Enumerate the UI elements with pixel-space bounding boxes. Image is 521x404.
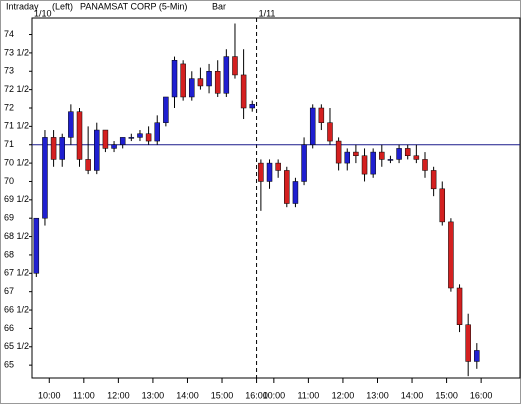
y-tick-label: 65 bbox=[4, 360, 14, 370]
candle-body bbox=[85, 159, 91, 171]
header-mode: Intraday bbox=[6, 1, 39, 11]
day-label: 1/10 bbox=[34, 8, 52, 18]
x-tick-label: 16:00 bbox=[245, 390, 268, 400]
x-tick-label: 12:00 bbox=[332, 390, 355, 400]
candle-body bbox=[33, 217, 40, 274]
candle-body bbox=[327, 122, 333, 142]
candle-body bbox=[171, 59, 178, 98]
y-tick-label: 68 1/2 bbox=[4, 231, 29, 241]
candle-body bbox=[335, 140, 342, 164]
candle-body bbox=[465, 324, 471, 362]
y-tick-label: 73 1/2 bbox=[4, 47, 29, 57]
y-tick-label: 70 bbox=[4, 176, 14, 186]
y-tick-label: 69 bbox=[4, 213, 14, 223]
x-tick-label: 10:00 bbox=[38, 390, 61, 400]
candle-body bbox=[361, 155, 368, 175]
candle-body bbox=[456, 287, 463, 325]
candle-body bbox=[94, 129, 100, 171]
candle-body bbox=[145, 133, 152, 142]
candle-body bbox=[240, 74, 247, 109]
candle-body bbox=[128, 137, 135, 139]
y-tick-label: 67 1/2 bbox=[4, 268, 29, 278]
candle-body bbox=[68, 111, 74, 138]
candle-body bbox=[422, 159, 428, 171]
candle-body bbox=[396, 148, 402, 160]
candle-body bbox=[413, 155, 420, 160]
y-tick-label: 70 1/2 bbox=[4, 157, 29, 167]
y-tick-label: 65 1/2 bbox=[4, 341, 29, 351]
candle-body bbox=[387, 159, 394, 161]
candle-body bbox=[318, 107, 325, 123]
candle-body bbox=[232, 56, 238, 76]
candle-body bbox=[309, 107, 316, 145]
candle-body bbox=[102, 129, 109, 149]
candle-body bbox=[206, 71, 212, 87]
header-side: (Left) bbox=[52, 1, 73, 11]
candle-body bbox=[275, 162, 281, 171]
candle-body bbox=[258, 162, 264, 182]
x-tick-label: 14:00 bbox=[401, 390, 424, 400]
header-style: Bar bbox=[212, 1, 226, 11]
x-tick-label: 15:00 bbox=[435, 390, 458, 400]
plot-area bbox=[31, 17, 521, 379]
candle-body bbox=[76, 111, 83, 160]
y-tick-label: 73 bbox=[4, 66, 14, 76]
candle-body bbox=[154, 122, 160, 142]
candle-body bbox=[430, 170, 437, 190]
x-tick-label: 10:00 bbox=[263, 390, 286, 400]
x-tick-label: 12:00 bbox=[107, 390, 130, 400]
candle-body bbox=[42, 137, 48, 219]
x-tick-label: 11:00 bbox=[73, 390, 95, 400]
candle-body bbox=[292, 181, 299, 204]
candle-body bbox=[379, 151, 385, 160]
x-tick-label: 13:00 bbox=[366, 390, 389, 400]
candle-body bbox=[448, 221, 454, 289]
candle-body bbox=[370, 151, 376, 175]
y-tick-label: 71 bbox=[4, 139, 14, 149]
candle-body bbox=[474, 350, 480, 362]
candle-body bbox=[214, 71, 221, 94]
candle-body bbox=[353, 151, 359, 157]
chart-title: PANAMSAT CORP (5-Min) bbox=[80, 1, 187, 11]
y-tick-label: 66 bbox=[4, 323, 14, 333]
candle-body bbox=[59, 137, 65, 160]
candle-body bbox=[50, 137, 57, 160]
candle-body bbox=[197, 78, 204, 87]
candle-body bbox=[404, 148, 411, 157]
candle-body bbox=[249, 104, 255, 109]
candle-body bbox=[344, 151, 351, 164]
day-label: 1/11 bbox=[259, 8, 276, 18]
candle-body bbox=[189, 78, 195, 98]
candle-body bbox=[284, 170, 290, 204]
candle-body bbox=[301, 144, 307, 182]
y-tick-label: 71 1/2 bbox=[4, 121, 29, 131]
x-tick-label: 15:00 bbox=[211, 390, 234, 400]
x-tick-label: 14:00 bbox=[176, 390, 199, 400]
y-tick-label: 66 1/2 bbox=[4, 304, 29, 314]
y-tick-label: 67 bbox=[4, 286, 14, 296]
y-tick-label: 72 bbox=[4, 102, 14, 112]
x-tick-label: 11:00 bbox=[297, 390, 319, 400]
candle-body bbox=[137, 133, 143, 138]
candle-body bbox=[163, 96, 169, 123]
y-tick-label: 69 1/2 bbox=[4, 194, 29, 204]
candle-body bbox=[111, 144, 117, 149]
candle-body bbox=[266, 162, 273, 182]
y-tick-label: 72 1/2 bbox=[4, 84, 29, 94]
x-tick-label: 13:00 bbox=[142, 390, 165, 400]
y-tick-label: 68 bbox=[4, 249, 14, 259]
candle-body bbox=[439, 188, 446, 223]
candle-body bbox=[119, 137, 126, 145]
candle-body bbox=[180, 63, 186, 98]
x-tick-label: 16:00 bbox=[470, 390, 493, 400]
candle-body bbox=[223, 56, 230, 94]
y-tick-label: 74 bbox=[4, 29, 14, 39]
